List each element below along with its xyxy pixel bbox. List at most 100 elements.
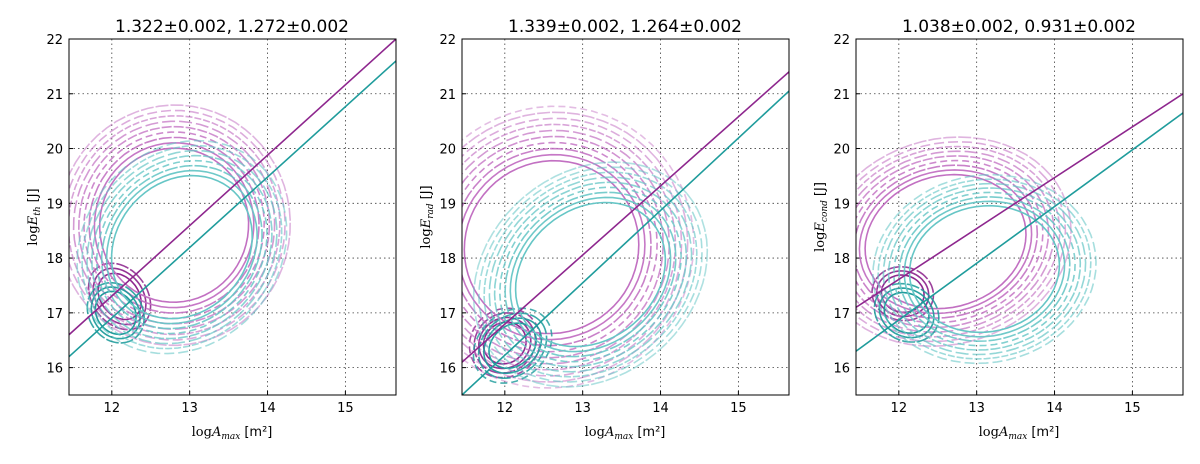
contour-line xyxy=(856,150,1056,333)
contour-line xyxy=(463,159,640,335)
y-tick-label: 16 xyxy=(46,362,63,377)
contour-line xyxy=(100,164,263,330)
x-tick-label: 12 xyxy=(104,401,121,416)
x-tick-labels: 12 13 14 15 xyxy=(497,401,747,416)
contour-line xyxy=(477,312,548,380)
contour-line xyxy=(504,191,677,358)
density-contours xyxy=(462,105,709,389)
y-tick-label: 22 xyxy=(439,33,456,48)
fit-line xyxy=(462,71,789,363)
panel-conductive-energy: 12 13 14 15 16 17 18 19 20 21 22 1.038±0.002, 0.9… xyxy=(813,17,1184,442)
y-tick-label: 22 xyxy=(46,33,63,48)
density-contours xyxy=(69,104,292,355)
x-tick-label: 14 xyxy=(652,401,669,416)
fit-line xyxy=(69,39,396,336)
y-tick-label: 18 xyxy=(439,252,456,267)
x-tick-label: 15 xyxy=(337,401,354,416)
y-tick-label: 19 xyxy=(46,197,63,212)
y-tick-labels: 16 17 18 19 20 21 22 xyxy=(833,33,850,377)
panel-thermal-energy: 12 13 14 15 16 17 18 19 20 21 22 1.322±0.002, 1.2… xyxy=(26,17,397,442)
contour-line xyxy=(856,140,1067,343)
contour-line xyxy=(856,145,1061,338)
contour-line xyxy=(462,123,677,371)
y-tick-label: 18 xyxy=(833,252,850,267)
x-tick-labels: 12 13 14 15 xyxy=(891,401,1141,416)
contour-line xyxy=(478,166,703,383)
y-tick-labels: 16 17 18 19 20 21 22 xyxy=(439,33,456,377)
x-tick-label: 13 xyxy=(968,401,985,416)
x-tick-label: 15 xyxy=(1124,401,1141,416)
contour-line xyxy=(91,154,273,340)
fit-line xyxy=(856,112,1183,352)
contour-line xyxy=(856,136,1072,348)
fit-lines xyxy=(462,71,789,395)
y-tick-label: 19 xyxy=(439,197,456,212)
fit-line xyxy=(462,90,789,395)
x-tick-label: 15 xyxy=(730,401,747,416)
fit-lines xyxy=(856,93,1183,352)
y-axis-label: logErad[J] xyxy=(419,185,436,248)
fit-line xyxy=(856,93,1183,309)
x-axis-label: logAmax [m²] xyxy=(585,425,666,442)
y-tick-label: 19 xyxy=(833,197,850,212)
contour-line xyxy=(864,173,1027,310)
contour-line xyxy=(887,187,1082,351)
contour-line xyxy=(856,164,1039,319)
y-axis-label: logEth[J] xyxy=(26,188,43,245)
y-tick-labels: 16 17 18 19 20 21 22 xyxy=(46,33,63,377)
x-tick-label: 12 xyxy=(891,401,908,416)
plot-frame xyxy=(855,38,1184,396)
contour-line xyxy=(86,149,278,345)
contour-line xyxy=(94,290,137,336)
contour-line xyxy=(514,201,667,348)
contour-line xyxy=(95,159,268,335)
x-axis-label: logAmax [m²] xyxy=(192,425,273,442)
contour-line xyxy=(892,191,1076,347)
y-tick-label: 21 xyxy=(46,88,63,103)
contour-line xyxy=(877,178,1092,360)
plot-frame xyxy=(461,38,790,396)
plot-frame xyxy=(68,38,397,396)
fit-lines xyxy=(69,39,396,358)
x-tick-label: 14 xyxy=(1046,401,1063,416)
contour-line xyxy=(472,161,709,388)
contour-line xyxy=(110,174,254,320)
y-tick-label: 18 xyxy=(46,252,63,267)
contour-line xyxy=(882,182,1087,356)
contour-line xyxy=(462,135,665,359)
density-contours xyxy=(856,136,1097,365)
x-axis-label: logAmax [m²] xyxy=(979,425,1060,442)
contour-line xyxy=(493,181,688,368)
contour-line xyxy=(488,176,693,373)
contour-line xyxy=(509,196,672,353)
contour-line xyxy=(462,141,658,353)
contour-line xyxy=(908,204,1061,334)
contour-line xyxy=(856,159,1044,324)
contour-line xyxy=(69,104,292,347)
panel-radiated-energy: 12 13 14 15 16 17 18 19 20 21 22 1.339±0.002, 1.2… xyxy=(419,17,790,442)
fit-line xyxy=(69,60,396,358)
x-tick-label: 13 xyxy=(181,401,198,416)
x-tick-labels: 12 13 14 15 xyxy=(104,401,354,416)
contour-line xyxy=(76,139,288,355)
chart-title: 1.322±0.002, 1.272±0.002 xyxy=(115,17,349,37)
y-tick-label: 17 xyxy=(439,307,456,322)
contour-line xyxy=(105,169,258,325)
y-tick-label: 21 xyxy=(833,88,850,103)
contour-line xyxy=(898,196,1071,343)
contour-line xyxy=(472,307,553,384)
y-axis-label: logEcond[J] xyxy=(813,182,830,252)
x-tick-label: 13 xyxy=(574,401,591,416)
grid-lines xyxy=(69,38,396,395)
contour-line xyxy=(488,322,538,370)
contour-line xyxy=(483,171,698,378)
contour-line xyxy=(858,169,1033,315)
y-tick-label: 22 xyxy=(833,33,850,48)
contour-line xyxy=(872,173,1097,365)
contour-line xyxy=(81,144,283,350)
contour-line xyxy=(462,105,695,389)
y-tick-label: 20 xyxy=(439,143,456,158)
x-tick-label: 14 xyxy=(259,401,276,416)
contour-line xyxy=(86,282,146,344)
